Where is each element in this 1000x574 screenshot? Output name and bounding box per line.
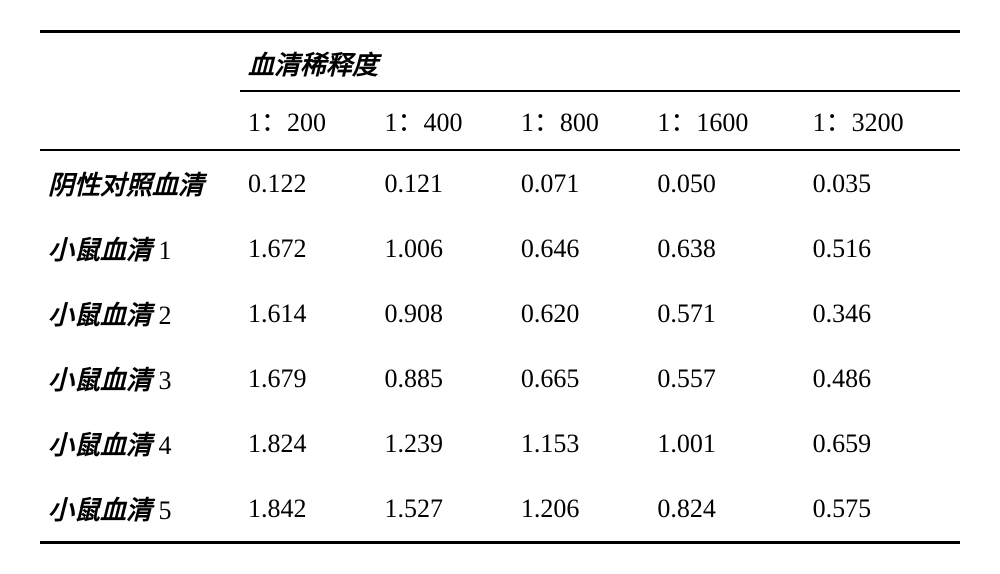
cell-value: 1.672	[240, 216, 376, 281]
cell-value: 1.153	[513, 411, 649, 476]
cell-value: 1.006	[376, 216, 512, 281]
row-label: 小鼠血清 2	[40, 281, 240, 346]
table-body: 阴性对照血清 0.122 0.121 0.071 0.050 0.035 小鼠血…	[40, 150, 960, 543]
subheader-empty-cell	[40, 91, 240, 150]
serum-dilution-table: 血清稀释度 1：200 1：400 1：800 1：1600 1：3200 阴性…	[40, 30, 960, 544]
header-group-label: 血清稀释度	[240, 32, 960, 92]
cell-value: 1.824	[240, 411, 376, 476]
table-row: 小鼠血清 1 1.672 1.006 0.646 0.638 0.516	[40, 216, 960, 281]
cell-value: 1.206	[513, 476, 649, 543]
column-header-3: 1：1600	[649, 91, 804, 150]
cell-value: 1.527	[376, 476, 512, 543]
cell-value: 1.614	[240, 281, 376, 346]
cell-value: 0.620	[513, 281, 649, 346]
cell-value: 0.824	[649, 476, 804, 543]
table-row: 阴性对照血清 0.122 0.121 0.071 0.050 0.035	[40, 150, 960, 216]
cell-value: 0.665	[513, 346, 649, 411]
cell-value: 0.050	[649, 150, 804, 216]
cell-value: 0.122	[240, 150, 376, 216]
column-header-1: 1：400	[376, 91, 512, 150]
cell-value: 0.121	[376, 150, 512, 216]
cell-value: 0.908	[376, 281, 512, 346]
cell-value: 1.001	[649, 411, 804, 476]
cell-value: 1.239	[376, 411, 512, 476]
row-label: 小鼠血清 3	[40, 346, 240, 411]
cell-value: 0.516	[805, 216, 960, 281]
row-label: 小鼠血清 5	[40, 476, 240, 543]
cell-value: 0.486	[805, 346, 960, 411]
cell-value: 0.659	[805, 411, 960, 476]
cell-value: 0.638	[649, 216, 804, 281]
table-row: 小鼠血清 3 1.679 0.885 0.665 0.557 0.486	[40, 346, 960, 411]
column-header-2: 1：800	[513, 91, 649, 150]
cell-value: 0.885	[376, 346, 512, 411]
row-label: 小鼠血清 4	[40, 411, 240, 476]
column-header-4: 1：3200	[805, 91, 960, 150]
cell-value: 0.071	[513, 150, 649, 216]
cell-value: 0.557	[649, 346, 804, 411]
cell-value: 0.035	[805, 150, 960, 216]
cell-value: 0.346	[805, 281, 960, 346]
column-header-0: 1：200	[240, 91, 376, 150]
table-row: 小鼠血清 5 1.842 1.527 1.206 0.824 0.575	[40, 476, 960, 543]
cell-value: 0.575	[805, 476, 960, 543]
cell-value: 1.679	[240, 346, 376, 411]
row-label: 小鼠血清 1	[40, 216, 240, 281]
cell-value: 0.571	[649, 281, 804, 346]
header-empty-cell	[40, 32, 240, 92]
table-row: 小鼠血清 2 1.614 0.908 0.620 0.571 0.346	[40, 281, 960, 346]
cell-value: 0.646	[513, 216, 649, 281]
row-label: 阴性对照血清	[40, 150, 240, 216]
cell-value: 1.842	[240, 476, 376, 543]
table-row: 小鼠血清 4 1.824 1.239 1.153 1.001 0.659	[40, 411, 960, 476]
